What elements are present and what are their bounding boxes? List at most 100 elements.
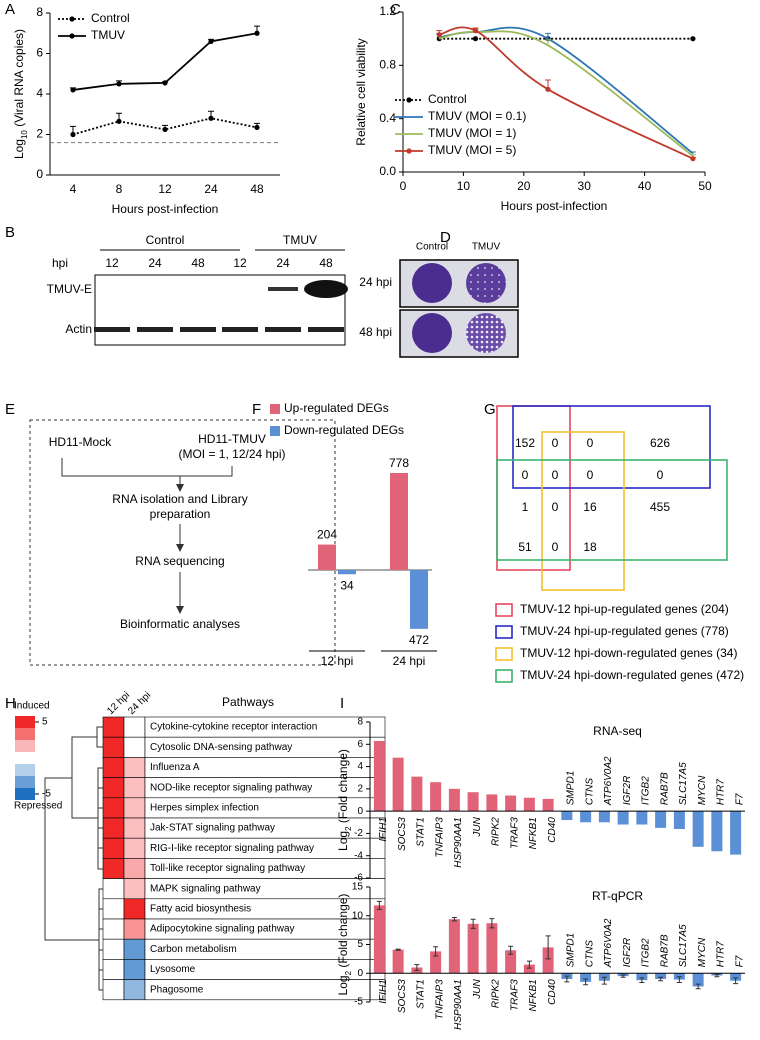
venn-set (496, 459, 728, 561)
bar (598, 811, 610, 823)
bar (617, 811, 629, 825)
marker (116, 81, 122, 87)
well (412, 313, 452, 353)
band (94, 327, 130, 332)
blot-frame (94, 274, 346, 346)
dendro-link (97, 767, 103, 870)
x-tick-label: 10 (457, 179, 471, 193)
heat-cell (123, 979, 146, 1001)
marker (472, 28, 479, 34)
heat-cell (102, 757, 125, 778)
legend-label: Down-regulated DEGs (284, 423, 404, 437)
x-tick-label: CTNS (584, 940, 595, 968)
bar (390, 473, 408, 570)
venn-count: 455 (650, 500, 670, 514)
x-tick-label: SMPD1 (566, 933, 577, 967)
colorbar-label: Repressed (14, 801, 62, 812)
bar (523, 797, 535, 812)
bar (711, 811, 723, 852)
y-tick-label: 6 (357, 739, 363, 750)
error-bar (470, 918, 476, 929)
heat-cell (123, 938, 146, 960)
error-bar (695, 983, 701, 990)
flow-node: HD11-Mock (49, 435, 112, 449)
bar (373, 905, 385, 974)
legend-label: TMUV-12 hpi-up-regulated genes (204) (520, 602, 729, 616)
venn-count: 0 (552, 540, 559, 554)
x-axis-title: Hours post-infection (112, 202, 219, 216)
venn-count: 152 (515, 436, 535, 450)
error-bar (433, 946, 439, 957)
lane-label: 24 (148, 256, 162, 270)
band (265, 327, 301, 332)
column-label: 24 hpi (126, 690, 153, 717)
flow-node: (MOI = 1, 12/24 hpi) (178, 447, 285, 461)
error-bar (526, 960, 532, 969)
x-tick-label: HSP90AA1 (453, 979, 464, 1030)
marker (208, 115, 214, 121)
heat-cell (123, 878, 146, 900)
venn-count: 0 (587, 468, 594, 482)
heat-cell (123, 918, 146, 940)
label-part: (Viral RNA copies) (12, 29, 26, 130)
band (222, 327, 258, 332)
y-axis-title: Log2 (Fold change) (336, 749, 352, 851)
marker (436, 32, 442, 38)
x-tick-label: 50 (698, 179, 712, 193)
legend-swatch (495, 647, 513, 661)
series-line (439, 30, 694, 157)
panel-letter: F (252, 401, 261, 418)
x-tick-label: 12 hpi (321, 654, 354, 668)
error-bar (689, 154, 696, 156)
x-tick-label: SLC17A5 (678, 924, 689, 967)
heat-cell (123, 797, 146, 819)
colorbar-swatch (15, 740, 35, 752)
marker (254, 30, 260, 36)
x-tick-label: 0 (400, 179, 407, 193)
y-axis-title: Log2 (Fold change) (336, 894, 352, 996)
marker (545, 86, 551, 92)
error-bar (639, 977, 645, 983)
legend-label: TMUV (91, 28, 125, 42)
x-tick-label: 20 (517, 179, 531, 193)
bar (505, 950, 517, 974)
x-tick-label: CD40 (547, 979, 558, 1005)
x-tick-label: 30 (578, 179, 592, 193)
bar (523, 964, 535, 974)
plaque (399, 259, 519, 358)
bar (636, 811, 648, 825)
venn-set (541, 431, 625, 591)
chart-title: RNA-seq (593, 724, 642, 738)
row-label: Toll-like receptor signaling pathway (150, 863, 305, 874)
heat-cell (123, 858, 146, 879)
row-label: 48 hpi (359, 325, 392, 339)
rows-title: Pathways (222, 695, 274, 709)
legend-label: TMUV-24 hpi-up-regulated genes (778) (520, 624, 729, 638)
dendro-link (71, 736, 98, 819)
heat-cell (102, 716, 125, 738)
legend-label: TMUV-12 hpi-down-regulated genes (34) (520, 646, 737, 660)
x-tick-label: TRAF3 (509, 817, 520, 849)
x-tick-label: 8 (116, 182, 123, 196)
row-label: Influenza A (150, 762, 200, 773)
subscript: 2 (344, 826, 353, 831)
panel-letter: E (5, 401, 15, 418)
bar (467, 923, 479, 974)
x-tick-label: RAB7B (659, 934, 670, 967)
chart-title: RT-qPCR (592, 889, 643, 903)
x-tick-label: 12 (158, 182, 172, 196)
colorbar-swatch (15, 776, 35, 788)
data-label: 778 (389, 456, 409, 470)
x-tick-label: SMPD1 (566, 771, 577, 805)
heat-cell (123, 777, 146, 799)
bar (692, 811, 704, 847)
band (308, 327, 344, 332)
x-tick-label: HSP90AA1 (453, 817, 464, 868)
heat-cell (123, 959, 146, 980)
panel-letter: I (340, 695, 344, 712)
x-tick-label: CD40 (547, 817, 558, 843)
heat-cell (123, 817, 146, 839)
x-tick-label: CTNS (584, 778, 595, 806)
legend-swatch (495, 603, 513, 617)
row-label: MAPK signaling pathway (150, 883, 261, 894)
